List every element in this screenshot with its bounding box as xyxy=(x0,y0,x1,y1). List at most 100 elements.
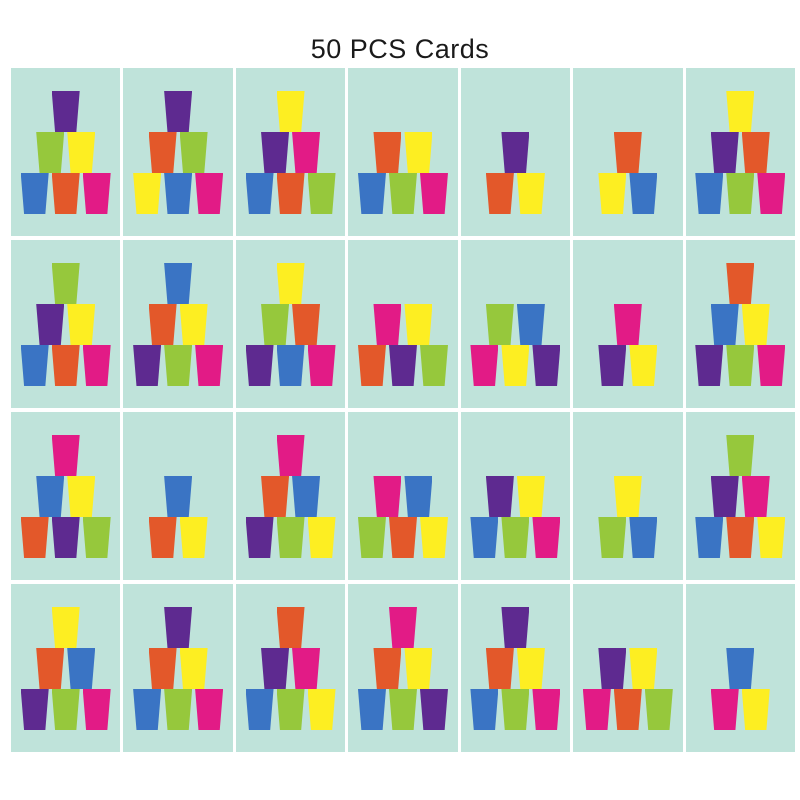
cup-icon xyxy=(710,304,739,345)
cup-icon xyxy=(485,173,514,214)
cup-icon xyxy=(195,345,224,386)
cup-icon xyxy=(516,476,545,517)
cup-icon xyxy=(20,345,49,386)
card xyxy=(573,412,683,580)
card xyxy=(11,68,121,236)
card xyxy=(11,584,121,752)
cup-icon xyxy=(613,304,642,345)
cup-icon xyxy=(470,345,499,386)
card xyxy=(235,68,346,236)
cup-icon xyxy=(710,689,739,730)
cup-icon xyxy=(82,173,111,214)
cup-icon xyxy=(629,345,658,386)
card xyxy=(685,584,795,752)
cup-icon xyxy=(292,648,321,689)
cup-icon xyxy=(516,648,545,689)
cup-icon xyxy=(67,304,96,345)
cup-icon xyxy=(133,173,162,214)
cup-icon xyxy=(36,304,65,345)
card xyxy=(11,412,121,580)
cup-icon xyxy=(51,435,80,476)
cup-icon xyxy=(148,517,177,558)
cup-icon xyxy=(485,476,514,517)
cup-icon xyxy=(307,517,336,558)
cup-icon xyxy=(179,304,208,345)
cup-icon xyxy=(388,173,417,214)
cup-icon xyxy=(388,517,417,558)
cup-icon xyxy=(532,689,561,730)
cup-icon xyxy=(67,648,96,689)
cup-icon xyxy=(470,689,499,730)
cup-icon xyxy=(261,648,290,689)
cup-icon xyxy=(532,345,561,386)
cup-icon xyxy=(164,607,193,648)
cup-icon xyxy=(133,345,162,386)
cup-icon xyxy=(307,345,336,386)
card xyxy=(460,240,571,408)
card xyxy=(123,412,233,580)
cup-icon xyxy=(404,304,433,345)
card xyxy=(460,412,571,580)
cup-icon xyxy=(629,517,658,558)
cup-icon xyxy=(357,345,386,386)
cup-icon xyxy=(276,517,305,558)
cup-icon xyxy=(757,173,786,214)
cup-icon xyxy=(501,607,530,648)
cup-icon xyxy=(695,345,724,386)
cup-icon xyxy=(148,132,177,173)
cup-icon xyxy=(357,517,386,558)
cup-icon xyxy=(485,648,514,689)
cup-icon xyxy=(373,476,402,517)
card xyxy=(348,240,458,408)
card xyxy=(348,584,458,752)
cup-icon xyxy=(245,517,274,558)
cup-icon xyxy=(726,648,755,689)
cup-icon xyxy=(276,91,305,132)
cup-icon xyxy=(164,345,193,386)
cup-icon xyxy=(67,476,96,517)
cup-icon xyxy=(629,648,658,689)
cup-icon xyxy=(51,689,80,730)
cup-icon xyxy=(51,91,80,132)
cup-icon xyxy=(276,173,305,214)
cup-icon xyxy=(276,435,305,476)
cup-icon xyxy=(532,517,561,558)
cup-icon xyxy=(179,517,208,558)
cup-icon xyxy=(501,345,530,386)
cup-icon xyxy=(741,476,770,517)
card xyxy=(235,240,346,408)
cup-icon xyxy=(133,689,162,730)
cup-icon xyxy=(726,435,755,476)
cup-icon xyxy=(613,476,642,517)
cup-icon xyxy=(404,132,433,173)
cup-icon xyxy=(644,689,673,730)
cup-icon xyxy=(582,689,611,730)
cup-icon xyxy=(501,517,530,558)
card xyxy=(123,584,233,752)
cup-icon xyxy=(598,345,627,386)
card xyxy=(460,584,571,752)
card xyxy=(460,68,571,236)
cup-icon xyxy=(419,345,448,386)
card xyxy=(573,240,683,408)
cup-icon xyxy=(404,648,433,689)
cup-icon xyxy=(598,648,627,689)
card xyxy=(573,68,683,236)
cup-icon xyxy=(404,476,433,517)
cup-icon xyxy=(292,304,321,345)
cup-icon xyxy=(245,345,274,386)
cup-icon xyxy=(470,517,499,558)
cup-icon xyxy=(726,345,755,386)
cup-icon xyxy=(726,173,755,214)
cup-icon xyxy=(373,132,402,173)
card xyxy=(235,412,346,580)
cup-icon xyxy=(741,132,770,173)
cup-icon xyxy=(388,345,417,386)
cup-icon xyxy=(516,304,545,345)
cup-icon xyxy=(261,476,290,517)
cup-icon xyxy=(373,648,402,689)
cup-icon xyxy=(629,173,658,214)
cup-icon xyxy=(695,517,724,558)
card-grid xyxy=(11,68,795,752)
cup-icon xyxy=(164,91,193,132)
